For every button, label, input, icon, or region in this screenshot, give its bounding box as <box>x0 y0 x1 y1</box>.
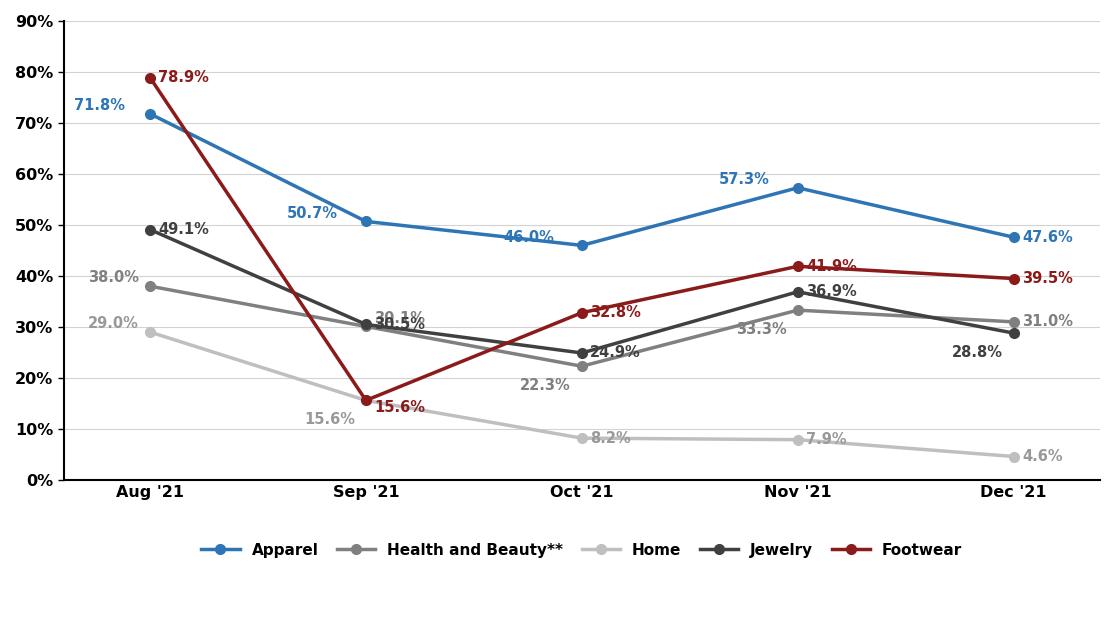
Text: 47.6%: 47.6% <box>1022 230 1073 245</box>
Text: 15.6%: 15.6% <box>303 412 355 427</box>
Text: 31.0%: 31.0% <box>1022 314 1073 329</box>
Text: 38.0%: 38.0% <box>88 270 139 285</box>
Text: 4.6%: 4.6% <box>1022 449 1063 464</box>
Text: 39.5%: 39.5% <box>1022 271 1073 286</box>
Text: 46.0%: 46.0% <box>503 229 554 244</box>
Text: 8.2%: 8.2% <box>590 431 631 446</box>
Text: 36.9%: 36.9% <box>806 285 856 299</box>
Text: 49.1%: 49.1% <box>158 222 210 237</box>
Text: 78.9%: 78.9% <box>158 70 210 85</box>
Text: 15.6%: 15.6% <box>375 400 425 415</box>
Text: 41.9%: 41.9% <box>806 259 857 274</box>
Text: 28.8%: 28.8% <box>951 345 1002 360</box>
Text: 7.9%: 7.9% <box>806 432 846 447</box>
Text: 22.3%: 22.3% <box>520 378 571 393</box>
Text: 33.3%: 33.3% <box>736 322 786 337</box>
Text: 30.1%: 30.1% <box>375 311 425 326</box>
Text: 29.0%: 29.0% <box>88 316 139 331</box>
Text: 71.8%: 71.8% <box>74 98 125 113</box>
Text: 30.5%: 30.5% <box>375 317 425 332</box>
Text: 24.9%: 24.9% <box>590 345 641 360</box>
Text: 50.7%: 50.7% <box>288 206 338 221</box>
Text: 57.3%: 57.3% <box>719 172 770 187</box>
Text: 32.8%: 32.8% <box>590 305 641 320</box>
Legend: Apparel, Health and Beauty**, Home, Jewelry, Footwear: Apparel, Health and Beauty**, Home, Jewe… <box>195 537 969 564</box>
